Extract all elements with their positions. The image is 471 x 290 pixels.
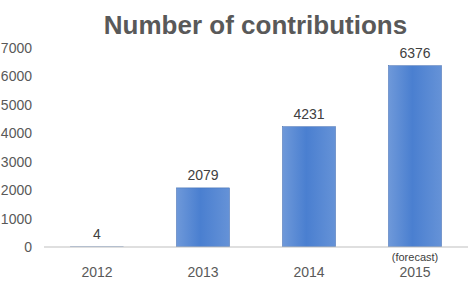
y-tick-label: 1000: [1, 211, 32, 227]
y-tick-label: 7000: [1, 40, 32, 56]
x-tick-label: 2012: [81, 264, 112, 280]
x-tick-label: 2013: [187, 264, 218, 280]
bars: [71, 66, 442, 247]
x-axis-line: [44, 247, 468, 248]
chart-container: Number of contributions 0 1000 2000 3000 4000…: [0, 0, 471, 290]
bar: [177, 188, 230, 247]
x-tick-label: 2015: [399, 264, 430, 280]
chart-title: Number of contributions: [104, 10, 407, 40]
bar: [389, 66, 442, 247]
data-label: 4: [93, 226, 101, 242]
data-label: 4231: [293, 106, 324, 122]
y-tick-label: 5000: [1, 97, 32, 113]
y-tick-label: 4000: [1, 125, 32, 141]
y-tick-label: 6000: [1, 68, 32, 84]
chart-svg: Number of contributions 0 1000 2000 3000 4000…: [0, 0, 471, 290]
annotation: (forecast): [392, 251, 438, 263]
y-tick-label: 3000: [1, 154, 32, 170]
y-tick-label: 2000: [1, 182, 32, 198]
x-tick-label: 2014: [293, 264, 324, 280]
bar: [283, 127, 336, 247]
data-label: 2079: [187, 167, 218, 183]
y-tick-label: 0: [24, 239, 32, 255]
data-label: 6376: [399, 45, 430, 61]
